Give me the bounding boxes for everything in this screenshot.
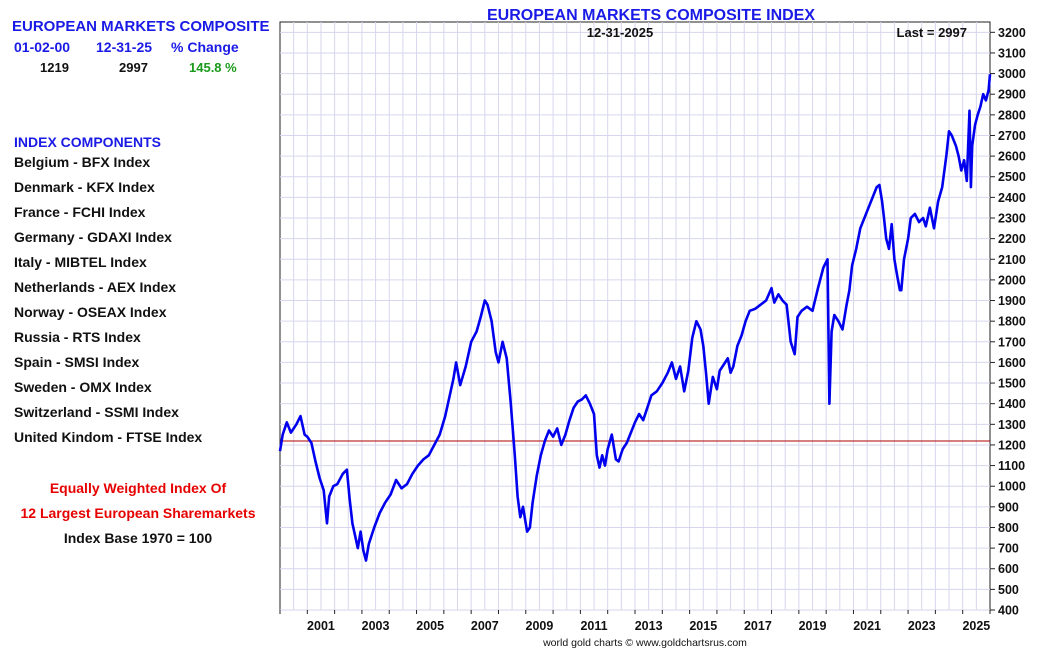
x-tick-label: 2017 (744, 619, 772, 633)
components-title: INDEX COMPONENTS (14, 134, 162, 150)
x-tick-label: 2025 (962, 619, 990, 633)
y-tick-label: 3000 (998, 67, 1026, 81)
y-tick-label: 1300 (998, 418, 1026, 432)
component-item: Switzerland - SSMI Index (14, 404, 179, 420)
y-tick-label: 1100 (998, 459, 1025, 473)
y-tick-label: 3100 (998, 46, 1026, 60)
component-item: Sweden - OMX Index (14, 379, 152, 395)
note-line-2: 12 Largest European Sharemarkets (20, 505, 256, 521)
y-tick-label: 900 (998, 500, 1019, 514)
x-tick-label: 2009 (526, 619, 554, 633)
y-tick-label: 3200 (998, 26, 1026, 40)
y-tick-label: 2800 (998, 108, 1026, 122)
y-tick-label: 1900 (998, 294, 1026, 308)
y-tick-label: 1200 (998, 438, 1026, 452)
y-tick-label: 800 (998, 521, 1019, 535)
x-tick-label: 2023 (908, 619, 936, 633)
y-tick-label: 2900 (998, 88, 1026, 102)
series-layer (278, 74, 992, 562)
component-item: United Kindom - FTSE Index (14, 429, 203, 445)
note-line-1: Equally Weighted Index Of (49, 480, 227, 496)
value-percent-change: 145.8 % (189, 60, 237, 75)
component-item: Russia - RTS Index (14, 329, 141, 345)
y-tick-label: 700 (998, 542, 1019, 556)
note-line-3: Index Base 1970 = 100 (63, 530, 213, 546)
component-item: Belgium - BFX Index (14, 154, 151, 170)
y-tick-label: 2100 (998, 253, 1026, 267)
footer-credit: world gold charts © www.goldchartsrus.co… (542, 637, 747, 649)
component-item: Germany - GDAXI Index (14, 229, 172, 245)
x-tick-label: 2007 (471, 619, 499, 633)
y-tick-label: 1400 (998, 397, 1026, 411)
component-item: Spain - SMSI Index (14, 354, 140, 370)
header-end-date: 12-31-25 (96, 39, 153, 55)
x-tick-label: 2011 (580, 619, 607, 633)
component-item: Norway - OSEAX Index (14, 304, 167, 320)
x-tick-label: 2005 (416, 619, 444, 633)
y-tick-label: 600 (998, 562, 1019, 576)
y-tick-label: 2600 (998, 150, 1026, 164)
y-tick-label: 2700 (998, 129, 1026, 143)
y-tick-label: 1500 (998, 377, 1026, 391)
series-line (278, 74, 992, 562)
header-percent-change: % Change (171, 39, 239, 55)
y-tick-label: 2500 (998, 170, 1026, 184)
component-item: Denmark - KFX Index (14, 179, 155, 195)
x-tick-label: 2001 (307, 619, 335, 633)
component-item: France - FCHI Index (14, 204, 146, 220)
y-tick-label: 2000 (998, 273, 1026, 287)
y-tick-label: 2200 (998, 232, 1026, 246)
header-start-date: 01-02-00 (14, 39, 71, 55)
value-start: 1219 (40, 60, 69, 75)
axis-layer: 400 500 600 700 800 900 1000 1100 1200 1300 1400 15… (279, 26, 1026, 633)
x-tick-label: 2015 (689, 619, 717, 633)
value-end: 2997 (119, 60, 148, 75)
date-label: 12-31-2025 (587, 25, 654, 40)
chart-title: EUROPEAN MARKETS COMPOSITE INDEX (487, 7, 815, 24)
y-tick-label: 400 (998, 604, 1019, 618)
y-tick-label: 1000 (998, 480, 1026, 494)
sidebar-title: EUROPEAN MARKETS COMPOSITE (12, 18, 270, 35)
x-tick-label: 2019 (799, 619, 827, 633)
last-value-label: Last = 2997 (897, 25, 967, 40)
y-tick-label: 2300 (998, 212, 1026, 226)
x-tick-label: 2003 (362, 619, 390, 633)
y-tick-label: 500 (998, 583, 1019, 597)
component-item: Italy - MIBTEL Index (14, 254, 147, 270)
y-tick-label: 1600 (998, 356, 1026, 370)
y-tick-label: 1700 (998, 335, 1026, 349)
y-tick-label: 2400 (998, 191, 1026, 205)
component-item: Netherlands - AEX Index (14, 279, 177, 295)
x-tick-label: 2013 (635, 619, 663, 633)
y-tick-label: 1800 (998, 315, 1026, 329)
x-tick-label: 2021 (853, 619, 881, 633)
